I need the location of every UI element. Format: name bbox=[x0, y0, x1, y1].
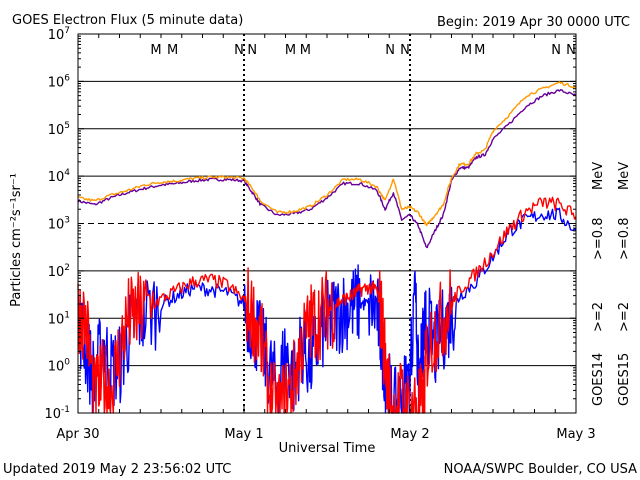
y-tick-label: 107 bbox=[48, 26, 70, 43]
legend-entry: >=2 bbox=[591, 302, 606, 332]
y-tick-label: 103 bbox=[48, 216, 70, 233]
y-tick-label: 104 bbox=[48, 168, 71, 185]
legend-entry: >=0.8 bbox=[591, 218, 606, 260]
marker-m: M bbox=[461, 43, 472, 58]
marker-n: N bbox=[551, 43, 561, 58]
grid-layer bbox=[78, 34, 576, 413]
y-tick-label: 10-1 bbox=[44, 405, 70, 422]
series-layer bbox=[77, 81, 577, 414]
axes-layer: 107 106 105 104 103 102 101 100 10-1 Apr 30 May 1 M… bbox=[44, 26, 595, 442]
y-axis-label: Particles cm⁻²s⁻¹sr⁻¹ bbox=[9, 173, 24, 307]
begin-label: Begin: 2019 Apr 30 0000 UTC bbox=[437, 15, 630, 30]
legend: GOES14 >=2 >=0.8 MeV GOES15 >=2 >=0.8 MeV bbox=[591, 162, 632, 406]
legend-entry: MeV bbox=[591, 162, 606, 190]
y-tick-label: 101 bbox=[48, 310, 70, 327]
marker-m: M bbox=[150, 43, 161, 58]
marker-n: N bbox=[566, 43, 576, 58]
legend-entry: >=0.8 bbox=[617, 218, 632, 260]
marker-n: N bbox=[385, 43, 395, 58]
series-g14_2 bbox=[77, 207, 577, 414]
marker-m: M bbox=[300, 43, 311, 58]
series-g15_2 bbox=[77, 196, 577, 414]
credit-label: NOAA/SWPC Boulder, CO USA bbox=[444, 462, 637, 477]
legend-entry: MeV bbox=[617, 162, 632, 190]
marker-layer: M M M M M MN N N N N N bbox=[150, 43, 575, 58]
y-tick-label: 106 bbox=[48, 73, 71, 90]
x-axis-label: Universal Time bbox=[279, 441, 376, 456]
series-g15_08 bbox=[77, 81, 577, 227]
marker-m: M bbox=[474, 43, 485, 58]
x-tick-label: May 3 bbox=[556, 427, 595, 442]
y-tick-label: 102 bbox=[48, 263, 70, 280]
y-tick-label: 100 bbox=[48, 358, 71, 375]
chart-title: GOES Electron Flux (5 minute data) bbox=[12, 13, 243, 28]
x-tick-label: May 1 bbox=[224, 427, 263, 442]
marker-m: M bbox=[285, 43, 296, 58]
x-tick-label: Apr 30 bbox=[56, 427, 99, 442]
marker-n: N bbox=[400, 43, 410, 58]
updated-timestamp: Updated 2019 May 2 23:56:02 UTC bbox=[3, 462, 231, 477]
y-tick-label: 105 bbox=[48, 121, 70, 138]
legend-entry: >=2 bbox=[617, 302, 632, 332]
legend-entry: GOES15 bbox=[617, 353, 632, 406]
series-g14_08 bbox=[77, 89, 577, 249]
marker-n: N bbox=[247, 43, 257, 58]
x-tick-label: May 2 bbox=[390, 427, 429, 442]
marker-n: N bbox=[234, 43, 244, 58]
marker-m: M bbox=[167, 43, 178, 58]
legend-entry: GOES14 bbox=[591, 353, 606, 406]
